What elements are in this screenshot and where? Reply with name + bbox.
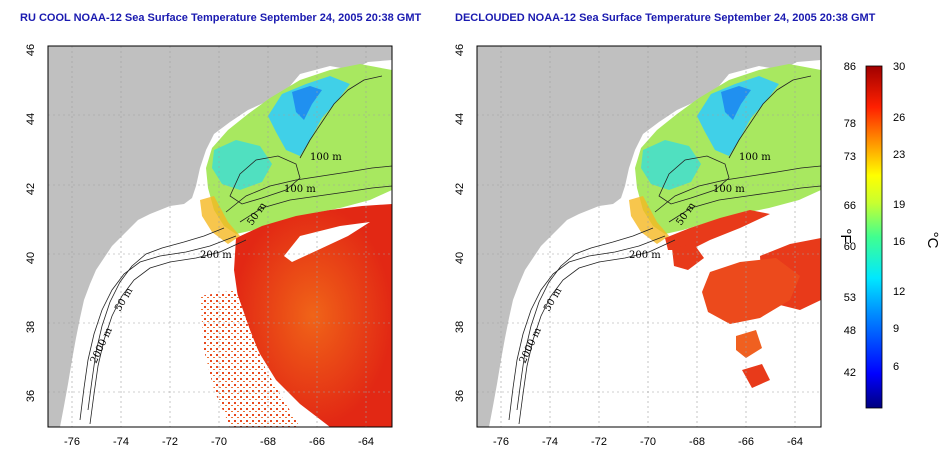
contour-label-100m-north: 100 m [310, 152, 342, 163]
y-tick-label: 42 [25, 183, 37, 195]
y-axis: 46 44 42 40 38 36 [25, 44, 37, 402]
y-tick-label: 44 [454, 113, 466, 125]
gulf-stream-warm-water [234, 204, 392, 427]
contour-label-100m: 100 m [284, 184, 316, 195]
y-tick-label: 42 [454, 183, 466, 195]
y-axis: 46 44 42 40 38 36 [454, 44, 466, 402]
x-tick-label: -72 [591, 436, 607, 448]
x-tick-label: -64 [358, 436, 374, 448]
x-tick-label: -76 [493, 436, 509, 448]
x-tick-label: -68 [689, 436, 705, 448]
warm-edge-band [200, 196, 240, 244]
y-tick-label: 38 [25, 321, 37, 333]
right-map-title: DECLOUDED NOAA-12 Sea Surface Temperatur… [455, 12, 876, 24]
x-tick-label: -70 [211, 436, 227, 448]
fahrenheit-tick-label: 78 [844, 118, 856, 130]
x-tick-label: -64 [787, 436, 803, 448]
y-tick-label: 40 [454, 252, 466, 264]
y-tick-label: 46 [25, 44, 37, 56]
coldest-water [721, 86, 751, 120]
contour-label-100m: 100 m [713, 184, 745, 195]
fahrenheit-tick-label: 48 [844, 325, 856, 337]
fahrenheit-tick-label: 42 [844, 367, 856, 379]
right-map-panel: 100 m 100 m 50 m 200 m 50 m 2000 m -76 -… [454, 44, 822, 448]
x-tick-label: -66 [738, 436, 754, 448]
y-tick-label: 44 [25, 113, 37, 125]
celsius-tick-label: 19 [893, 199, 905, 211]
warm-patch-southeast [742, 364, 770, 388]
warm-patch-central [702, 258, 800, 324]
x-tick-label: -66 [309, 436, 325, 448]
colorbar-celsius-ticks: 30 26 23 19 16 12 9 6 [893, 61, 905, 373]
y-tick-label: 36 [25, 390, 37, 402]
fahrenheit-tick-label: 86 [844, 61, 856, 73]
map-frame [47, 45, 393, 428]
colorbar-fahrenheit-ticks: 86 78 73 66 60 53 48 42 [844, 61, 856, 379]
fahrenheit-tick-label: 73 [844, 151, 856, 163]
contour-label-100m-north: 100 m [739, 152, 771, 163]
warm-edge-band [629, 196, 669, 244]
celsius-tick-label: 12 [893, 286, 905, 298]
x-tick-label: -70 [640, 436, 656, 448]
graticule [48, 46, 392, 427]
map-frame [476, 45, 822, 428]
fahrenheit-tick-label: 66 [844, 200, 856, 212]
y-tick-label: 38 [454, 321, 466, 333]
x-axis: -76 -74 -72 -70 -68 -66 -64 [64, 436, 374, 448]
fahrenheit-tick-label: 53 [844, 292, 856, 304]
temperature-colorbar: 86 78 73 66 60 53 48 42 30 26 23 19 16 1… [837, 61, 941, 409]
graticule [477, 46, 821, 427]
celsius-tick-label: 6 [893, 361, 899, 373]
gulf-maine-cold-water [697, 76, 779, 156]
left-map-title: RU COOL NOAA-12 Sea Surface Temperature … [20, 12, 422, 24]
land-mass [477, 46, 821, 427]
shelf-teal-water [641, 140, 701, 190]
x-axis: -76 -74 -72 -70 -68 -66 -64 [493, 436, 803, 448]
fahrenheit-unit-label: °F [837, 228, 854, 243]
x-tick-label: -72 [162, 436, 178, 448]
x-tick-label: -74 [113, 436, 129, 448]
celsius-unit-label: °C [924, 232, 941, 249]
cloud-gap [284, 222, 370, 262]
y-tick-label: 40 [25, 252, 37, 264]
warm-front [665, 210, 770, 250]
contour-label-200m: 200 m [629, 250, 661, 261]
celsius-tick-label: 16 [893, 236, 905, 248]
celsius-tick-label: 9 [893, 323, 899, 335]
celsius-tick-label: 30 [893, 61, 905, 73]
y-tick-label: 36 [454, 390, 466, 402]
contour-label-200m: 200 m [200, 250, 232, 261]
x-tick-label: -68 [260, 436, 276, 448]
y-tick-label: 46 [454, 44, 466, 56]
warm-patch-near-shelf [672, 244, 704, 270]
fahrenheit-tick-label: 60 [844, 241, 856, 253]
x-tick-label: -74 [542, 436, 558, 448]
warm-speckle-scan [200, 290, 300, 427]
left-map-panel: 100 m 100 m 50 m 200 m 50 m 2000 m -76 -… [25, 44, 393, 448]
x-tick-label: -76 [64, 436, 80, 448]
bathymetry-contours [508, 75, 821, 425]
warm-patch-south [736, 330, 762, 358]
shelf-teal-water [212, 140, 272, 190]
gulf-maine-cold-water [268, 76, 350, 156]
celsius-tick-label: 26 [893, 112, 905, 124]
colorbar-gradient [865, 65, 883, 409]
coldest-water [292, 86, 322, 120]
celsius-tick-label: 23 [893, 149, 905, 161]
land-mass [48, 46, 392, 427]
bathymetry-contours [79, 75, 392, 425]
